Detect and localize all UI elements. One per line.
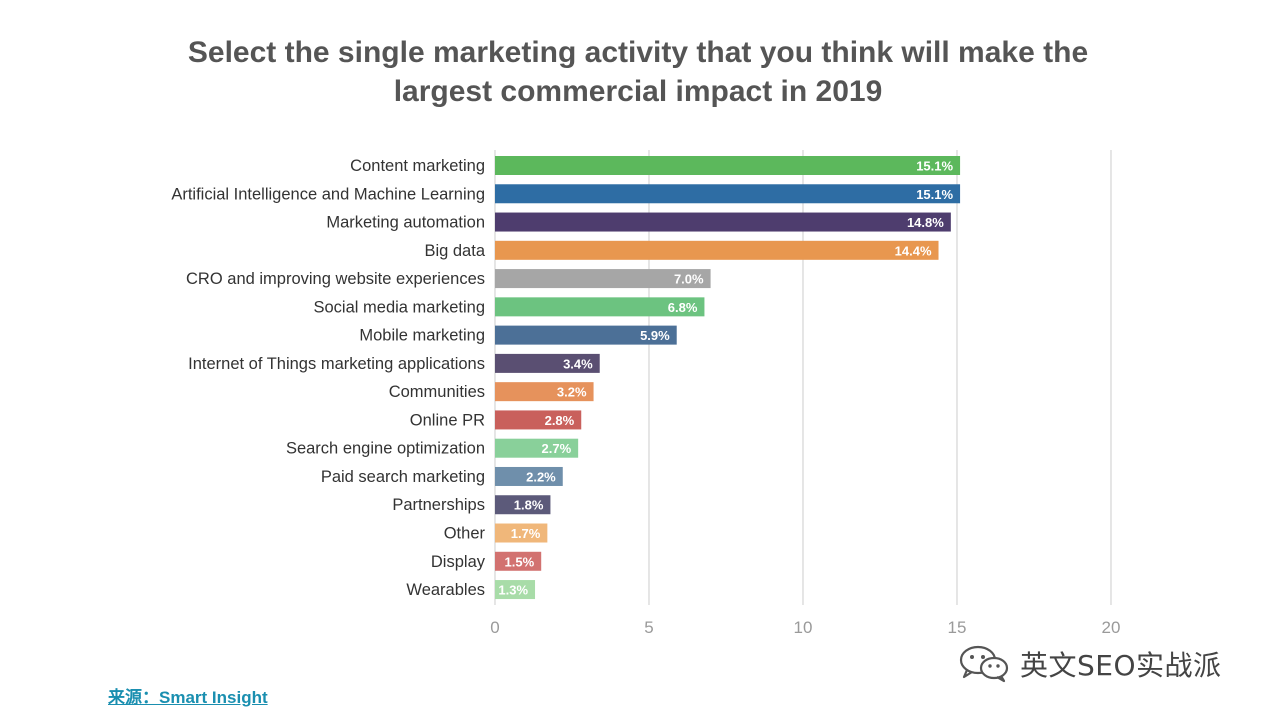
category-label-11: Paid search marketing (321, 468, 485, 486)
source-label: 来源： (108, 688, 159, 707)
category-label-0: Content marketing (350, 157, 485, 175)
category-label-3: Big data (424, 242, 485, 260)
value-label-10: 2.7% (542, 441, 572, 456)
value-label-14: 1.5% (505, 554, 535, 569)
value-label-4: 7.0% (674, 272, 704, 287)
bar-15 (495, 580, 536, 600)
bar-6 (495, 325, 677, 345)
category-label-14: Display (431, 553, 486, 571)
bar-8 (495, 382, 594, 402)
chart-title-line-2: largest commercial impact in 2019 (393, 75, 883, 108)
x-tick-label-15: 15 (948, 618, 967, 637)
bar-4 (495, 269, 711, 289)
value-label-3: 14.4% (895, 243, 932, 258)
bar-9 (495, 410, 582, 430)
bar-14 (495, 551, 542, 571)
category-label-10: Search engine optimization (286, 440, 485, 458)
bar-3 (495, 240, 939, 260)
value-label-1: 15.1% (916, 187, 953, 202)
category-label-7: Internet of Things marketing application… (188, 355, 485, 373)
chart-title: Select the single marketing activity tha… (0, 33, 1276, 111)
watermark: 英文SEO实战派 (958, 642, 1222, 686)
category-label-15: Wearables (406, 581, 485, 599)
category-label-2: Marketing automation (326, 214, 485, 232)
bar-11 (495, 466, 563, 486)
value-label-15: 1.3% (498, 583, 528, 598)
bar-1 (495, 184, 961, 204)
x-tick-label-20: 20 (1102, 618, 1121, 637)
value-label-7: 3.4% (563, 356, 593, 371)
category-label-12: Partnerships (392, 496, 485, 514)
bar-0 (495, 156, 961, 175)
value-label-2: 14.8% (907, 215, 944, 230)
value-label-5: 6.8% (668, 300, 698, 315)
source-name: Smart Insight (159, 688, 268, 707)
value-label-9: 2.8% (545, 413, 575, 428)
category-label-13: Other (444, 525, 486, 543)
value-label-11: 2.2% (526, 469, 556, 484)
category-label-8: Communities (389, 383, 485, 401)
value-label-0: 15.1% (916, 159, 953, 174)
category-label-4: CRO and improving website experiences (186, 270, 485, 288)
category-label-9: Online PR (410, 411, 485, 429)
source-credit[interactable]: 来源：Smart Insight (108, 683, 268, 708)
wechat-icon (959, 645, 1009, 683)
bar-10 (495, 438, 579, 458)
x-tick-label-5: 5 (644, 618, 653, 637)
bar-13 (495, 523, 548, 543)
category-label-6: Mobile marketing (359, 327, 485, 345)
watermark-text: 英文SEO实战派 (1020, 649, 1222, 682)
bar-5 (495, 297, 705, 317)
bar-7 (495, 353, 600, 373)
bar-2 (495, 212, 951, 232)
value-label-12: 1.8% (514, 498, 544, 513)
value-label-13: 1.7% (511, 526, 541, 541)
bar-12 (495, 495, 551, 515)
x-tick-label-0: 0 (490, 618, 499, 637)
x-tick-label-10: 10 (794, 618, 813, 637)
value-label-8: 3.2% (557, 385, 587, 400)
category-label-5: Social media marketing (314, 298, 486, 316)
chart-title-line-1: Select the single marketing activity tha… (187, 36, 1089, 69)
value-label-6: 5.9% (640, 328, 670, 343)
category-label-1: Artificial Intelligence and Machine Lear… (171, 185, 485, 203)
